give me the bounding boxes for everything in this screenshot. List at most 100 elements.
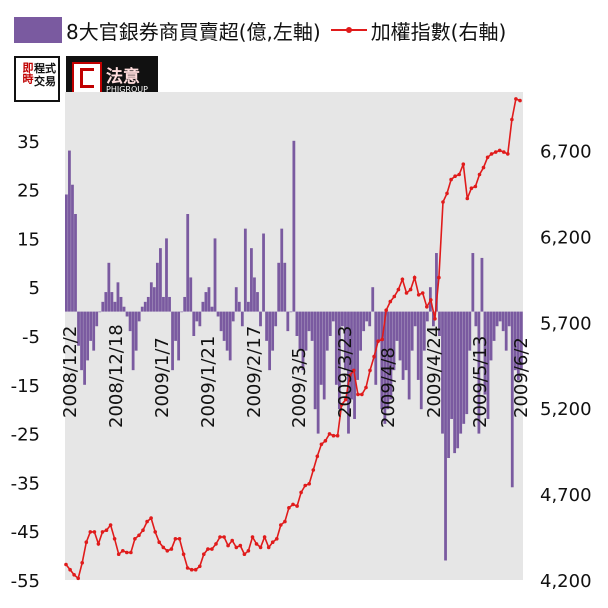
bar	[407, 311, 411, 400]
bar	[204, 292, 208, 312]
bar	[243, 228, 247, 312]
bar	[165, 238, 168, 312]
bar	[256, 292, 259, 312]
index-point	[416, 293, 421, 297]
index-point	[510, 117, 514, 122]
index-point	[437, 275, 441, 280]
index-point	[323, 439, 328, 443]
bar	[268, 311, 272, 371]
bar	[289, 311, 293, 313]
right-tick-label: 5,700	[540, 313, 592, 334]
index-point	[230, 538, 234, 543]
index-point	[356, 392, 360, 397]
bar	[125, 311, 129, 317]
left-tick-label: 5	[29, 278, 40, 299]
index-point	[68, 567, 72, 572]
bar	[410, 311, 414, 351]
bar	[353, 311, 356, 419]
index-point	[185, 566, 190, 570]
index-point	[238, 543, 243, 548]
index-point	[173, 537, 178, 541]
index-point	[327, 432, 332, 436]
bar	[453, 311, 457, 454]
bar	[325, 311, 329, 351]
index-point	[266, 545, 271, 550]
bar	[101, 301, 105, 312]
bar	[492, 311, 496, 341]
bar	[295, 311, 299, 336]
bar	[228, 311, 232, 361]
index-point	[335, 433, 340, 438]
bar	[310, 311, 314, 341]
bar	[468, 311, 472, 351]
index-point	[145, 519, 149, 524]
bar	[474, 311, 478, 327]
index-point	[234, 545, 239, 550]
index-point	[104, 528, 109, 532]
index-point	[493, 150, 498, 154]
bar	[225, 311, 229, 351]
line-series-legend-label: 加權指數(右軸)	[370, 19, 507, 44]
index-point	[506, 152, 510, 156]
bar	[83, 311, 86, 385]
index-point	[461, 162, 466, 166]
index-point	[449, 177, 453, 182]
bar	[350, 311, 353, 400]
bar	[155, 262, 159, 312]
bar	[380, 311, 384, 410]
bar	[234, 287, 238, 312]
bar-series-swatch	[14, 17, 62, 43]
x-tick-label: 2008/12/18	[106, 324, 127, 428]
index-point	[360, 392, 364, 397]
index-point	[311, 468, 316, 472]
bar	[146, 296, 150, 312]
bar	[507, 311, 511, 327]
bar	[334, 311, 338, 385]
x-tick-label: 2008/12/2	[60, 326, 81, 418]
bar	[265, 311, 268, 341]
bar	[152, 287, 156, 312]
index-point	[445, 191, 449, 196]
index-point	[279, 523, 283, 527]
bar	[219, 311, 223, 332]
index-point	[198, 564, 202, 569]
index-point	[275, 537, 279, 541]
bar	[471, 253, 475, 312]
bar	[174, 311, 177, 341]
index-point	[299, 490, 303, 495]
index-point	[92, 530, 97, 534]
bar	[441, 311, 444, 434]
left-axis: 35 25 15 5 -5 -15 -25 -35 -45 -55	[11, 132, 40, 592]
index-point	[412, 275, 417, 280]
bar	[316, 311, 320, 434]
index-point	[226, 543, 230, 548]
logo1-prefix: 即時	[21, 62, 34, 84]
index-point	[384, 308, 389, 313]
bar	[513, 311, 517, 371]
bar	[283, 262, 287, 312]
bar	[356, 311, 359, 380]
bar	[271, 311, 275, 351]
bar	[480, 257, 484, 312]
index-point	[489, 152, 494, 156]
bar	[371, 287, 375, 312]
bar	[416, 311, 420, 380]
index-point	[497, 148, 502, 153]
bar	[395, 311, 399, 341]
bar	[292, 140, 296, 312]
right-tick-label: 6,700	[540, 141, 592, 162]
bar	[216, 311, 220, 317]
chart-legend: 8大官銀券商買賣超(億,左軸) 加權指數(右軸)	[14, 10, 506, 50]
left-tick-label: -25	[11, 425, 40, 446]
index-point	[157, 540, 161, 544]
index-point	[339, 402, 344, 407]
bar	[377, 311, 381, 341]
index-point	[514, 97, 518, 101]
x-tick-label: 2009/3/23	[335, 326, 356, 418]
bar	[128, 311, 132, 332]
bar	[477, 311, 481, 434]
index-point	[453, 174, 457, 178]
phigroup-mark-icon	[72, 62, 102, 96]
bar	[459, 311, 463, 434]
x-tick-label: 2009/2/17	[244, 326, 265, 418]
